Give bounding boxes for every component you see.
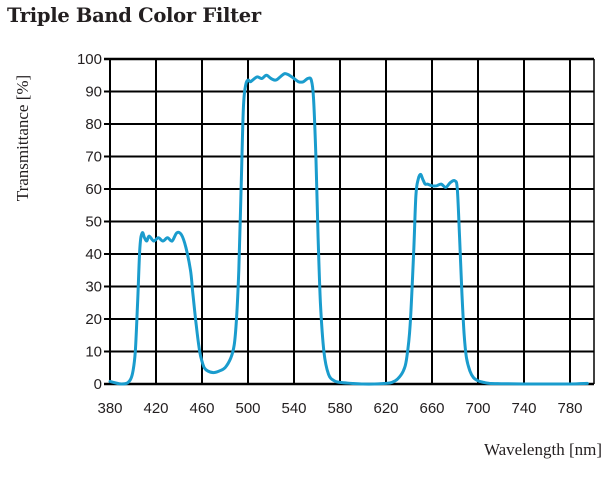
x-tick-label: 540: [281, 400, 306, 417]
x-tick-label: 740: [511, 400, 536, 417]
y-tick-label: 60: [85, 181, 102, 198]
y-tick-label: 70: [85, 149, 102, 166]
x-tick-label: 620: [373, 400, 398, 417]
x-axis-label: Wavelength [nm]: [483, 440, 602, 459]
y-tick-label: 100: [77, 51, 102, 68]
x-tick-label: 780: [557, 400, 582, 417]
y-tick-label: 80: [85, 116, 102, 133]
grid-lines: [104, 57, 595, 386]
x-tick-label: 460: [189, 400, 214, 417]
y-tick-label: 0: [94, 376, 102, 393]
y-axis-ticks: 0 10 20 30 40 50 60 70 80 90 100: [77, 51, 102, 393]
x-axis-ticks: 380 420 460 500 540 580 620 660 700 740 780: [97, 400, 582, 417]
y-tick-label: 90: [85, 84, 102, 101]
y-tick-label: 20: [85, 311, 102, 328]
x-tick-label: 580: [327, 400, 352, 417]
y-tick-label: 50: [85, 214, 102, 231]
x-tick-label: 660: [419, 400, 444, 417]
y-tick-label: 10: [85, 344, 102, 361]
transmittance-curve: [108, 72, 589, 386]
x-tick-label: 700: [465, 400, 490, 417]
x-tick-label: 500: [235, 400, 260, 417]
x-tick-label: 420: [143, 400, 168, 417]
x-tick-label: 380: [97, 400, 122, 417]
y-tick-label: 30: [85, 279, 102, 296]
chart-title: Triple Band Color Filter: [7, 4, 261, 27]
y-tick-label: 40: [85, 246, 102, 263]
